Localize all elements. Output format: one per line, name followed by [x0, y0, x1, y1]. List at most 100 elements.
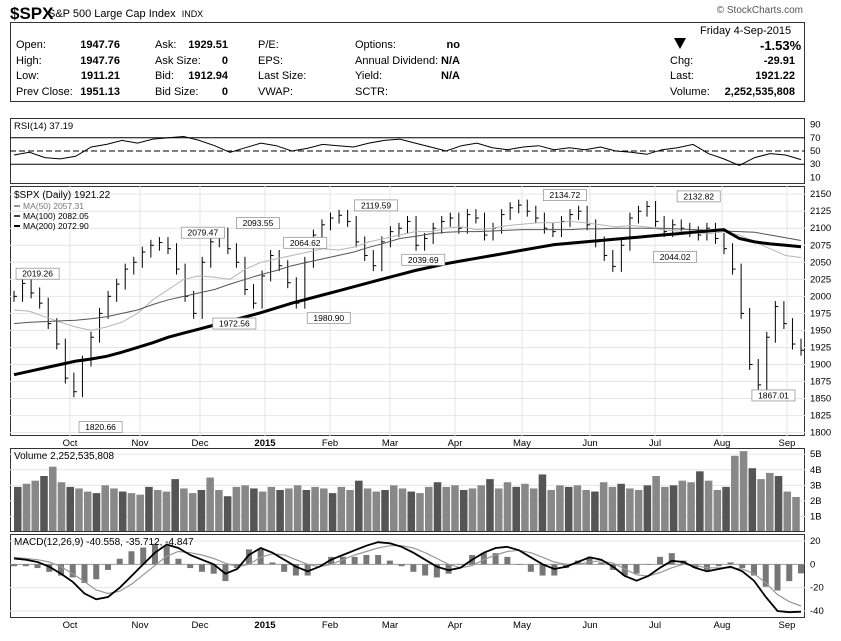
volume-bar [285, 488, 293, 531]
volume-bar [258, 491, 267, 531]
volume-bar [110, 488, 118, 531]
volume-bar [363, 488, 372, 531]
volume-bar [722, 486, 730, 531]
price-annotation: 2093.55 [243, 218, 274, 228]
macd-histogram-bar [198, 564, 205, 572]
price-annotation: 1867.01 [758, 390, 789, 400]
volume-bar [75, 488, 83, 531]
macd-histogram-bar [715, 564, 722, 567]
volume-bar [678, 480, 687, 531]
volume-bar [503, 482, 512, 531]
volume-bar [547, 490, 555, 531]
volume-bar [766, 472, 774, 531]
macd-histogram-bar [727, 562, 734, 565]
volume-bar [451, 485, 459, 531]
price-tick-label: 2050 [810, 257, 831, 268]
volume-bar [468, 488, 477, 531]
rsi-tick-label: 30 [810, 159, 821, 170]
x-axis-label: Mar [382, 438, 398, 449]
price-annotation: 2119.59 [361, 200, 391, 210]
macd-histogram-bar [339, 556, 346, 565]
macd-histogram-bar [492, 553, 499, 565]
price-tick-label: 1925 [810, 342, 831, 353]
macd-histogram-bar [798, 564, 804, 574]
volume-bar [302, 490, 311, 531]
volume-bar [556, 485, 564, 531]
price-annotation: 2019.26 [22, 269, 53, 279]
price-annotation-box [401, 253, 446, 266]
volume-bar [792, 497, 800, 531]
rsi-tick-label: 70 [810, 133, 821, 144]
volume-bar [652, 476, 660, 531]
price-title: $SPX (Daily) 1921.22 [14, 190, 111, 201]
x-axis-label: Oct [63, 620, 78, 631]
volume-bar [512, 486, 520, 531]
volume-bar [599, 482, 608, 531]
quote-label: Open: [16, 39, 46, 51]
ma50-line [13, 220, 802, 331]
change-percent: -1.53% [760, 38, 802, 53]
macd-tick-label: -40 [810, 606, 824, 617]
quote-label: Ask: [155, 39, 177, 51]
macd-histogram-bar [140, 547, 147, 565]
volume-bar [153, 490, 162, 531]
quote-value: no [446, 39, 460, 51]
x-axis-label: Aug [714, 620, 731, 631]
index-name: S&P 500 Large Cap Index [48, 8, 176, 20]
macd-histogram-bar [633, 564, 640, 574]
x-axis-label: May [513, 438, 531, 449]
volume-bar [626, 488, 634, 531]
macd-histogram-bar [163, 545, 170, 565]
quote-label: VWAP: [258, 85, 294, 98]
x-axis-label: Jul [649, 438, 661, 449]
x-axis-label: Nov [132, 620, 149, 631]
symbol-title: $SPX [10, 4, 54, 23]
volume-bar [608, 486, 617, 531]
x-axis-label: Oct [63, 438, 78, 449]
quote-label: Last: [670, 70, 694, 82]
quote-value: 1947.76 [80, 54, 120, 67]
volume-bar [573, 485, 582, 531]
volume-bar [442, 486, 451, 531]
quote-value: 1911.21 [80, 70, 120, 82]
x-axis-label: Jul [649, 620, 661, 631]
price-tick-label: 1900 [810, 359, 831, 370]
quote-label: Bid Size: [155, 85, 199, 98]
volume-bar [267, 486, 276, 531]
macd-histogram-bar [187, 564, 194, 569]
volume-bar [328, 493, 337, 531]
macd-histogram-bar [621, 564, 628, 576]
volume-bar [162, 491, 171, 531]
legend-swatch [14, 225, 20, 227]
macd-histogram-bar [504, 556, 511, 565]
volume-bar [696, 471, 704, 531]
quote-label: Yield: [355, 70, 383, 82]
volume-bar [31, 480, 40, 531]
macd-signal-line [13, 545, 802, 607]
price-tick-label: 2000 [810, 291, 831, 302]
rsi-tick-label: 90 [810, 120, 821, 131]
volume-bar [57, 482, 66, 531]
volume-bar [180, 488, 188, 531]
volume-bar [355, 480, 363, 531]
volume-bar [48, 466, 57, 531]
volume-bar [416, 493, 424, 531]
macd-histogram-bar [57, 564, 64, 576]
quote-value: 0 [221, 85, 228, 98]
macd-histogram-bar [774, 564, 781, 591]
macd-histogram-bar [786, 564, 793, 582]
volume-bar [127, 493, 136, 531]
legend-entry: MA(100) 2082.05 [23, 211, 89, 221]
x-axis-label: Feb [322, 438, 338, 449]
macd-histogram-bar [645, 564, 652, 565]
quote-panel [10, 22, 805, 102]
volume-bar [320, 488, 328, 531]
price-annotation-box [653, 250, 698, 263]
macd-histogram-bar [175, 558, 182, 565]
volume-bar [731, 455, 739, 531]
volume-bar [381, 490, 389, 531]
volume-bar [494, 488, 503, 531]
quote-label: Chg: [670, 54, 694, 67]
volume-bar [433, 482, 442, 531]
